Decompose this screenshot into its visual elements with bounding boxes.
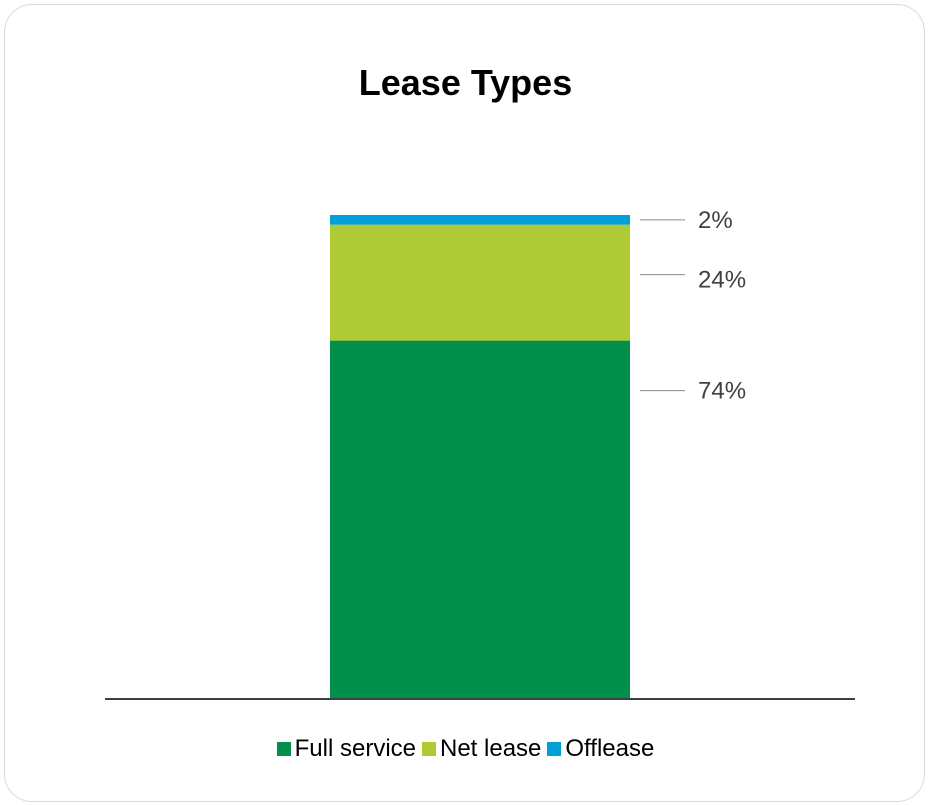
legend-label-net-lease: Net lease (440, 735, 542, 762)
legend-label-offlease: Offlease (565, 735, 655, 762)
legend-item-net-lease: Net lease (422, 735, 541, 763)
bar-segment-full-service (330, 340, 630, 698)
bar-segment-offlease (330, 215, 630, 225)
chart-legend: Full service Net lease Offlease (0, 735, 931, 763)
legend-swatch-net-lease (422, 742, 436, 756)
data-label-full-service: 74% (698, 378, 746, 405)
legend-item-offlease: Offlease (547, 735, 654, 763)
legend-swatch-full-service (276, 742, 291, 756)
legend-swatch-offlease (547, 742, 562, 756)
legend-label-full-service: Full service (294, 735, 416, 762)
legend-item-full-service: Full service (276, 735, 416, 763)
data-label-net-lease: 24% (698, 267, 746, 294)
chart-title: Lease Types (358, 62, 573, 103)
bar-segment-net-lease (330, 224, 630, 341)
data-label-offlease: 2% (698, 207, 733, 234)
